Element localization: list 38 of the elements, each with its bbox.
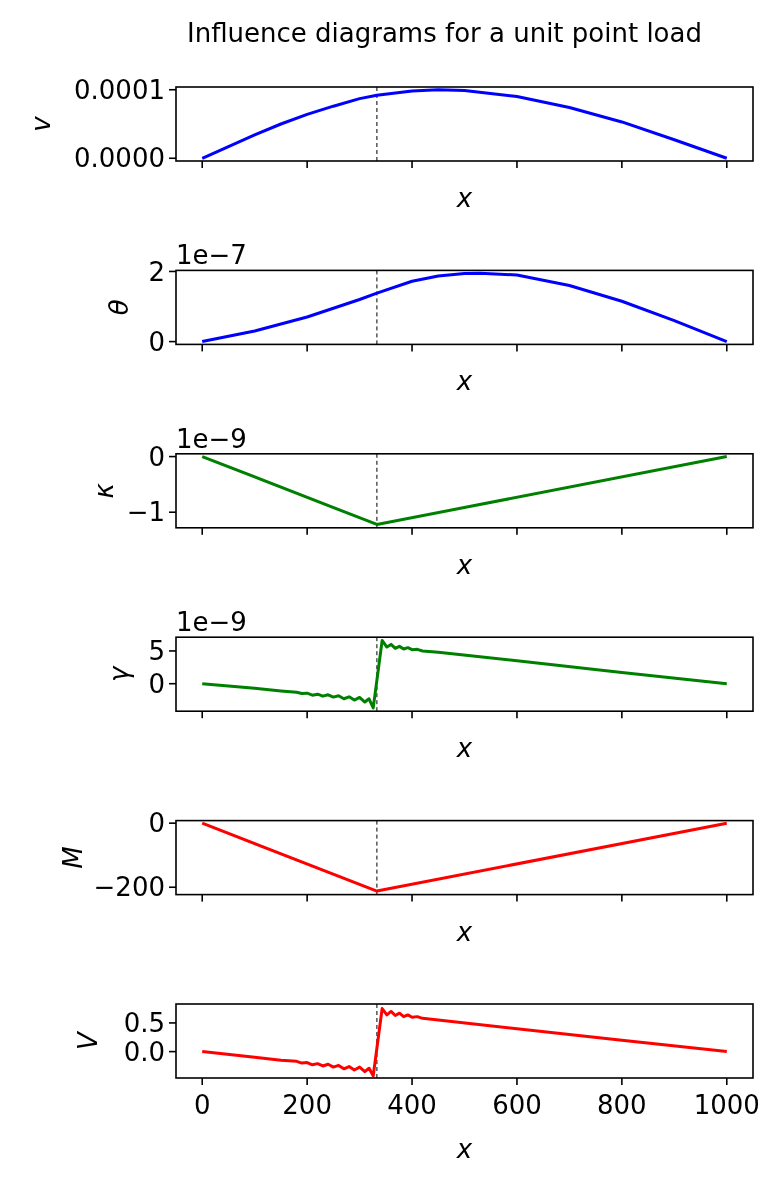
y-tick-label: 0 xyxy=(148,668,165,699)
annotation: 1e−9 xyxy=(176,423,247,454)
x-tick-label: 600 xyxy=(492,1090,542,1120)
x-tick-label: 1000 xyxy=(693,1090,760,1120)
y-tick-label: −1 xyxy=(126,497,165,528)
x-axis-title: x xyxy=(455,733,473,764)
y-tick-label: 0.0 xyxy=(123,1036,165,1067)
x-tick-label: 0 xyxy=(193,1090,211,1120)
y-axis-title: M xyxy=(57,846,88,869)
y-tick-label: 5 xyxy=(148,636,165,667)
y-tick-label: 0.5 xyxy=(123,1008,165,1039)
annotation: 1e−7 xyxy=(176,240,247,271)
line-series xyxy=(200,638,729,710)
y-tick-label: 2 xyxy=(148,256,165,287)
y-tick-label: 0.0000 xyxy=(74,143,165,174)
y-tick-label: 0 xyxy=(148,326,165,357)
y-tick-label: −200 xyxy=(93,872,165,903)
x-axis-title: x xyxy=(455,183,473,213)
chart-title: Influence diagrams for a unit point load xyxy=(187,18,702,48)
x-axis-title: x xyxy=(455,1134,473,1164)
line-series xyxy=(200,1007,729,1078)
x-tick-label: 800 xyxy=(597,1090,647,1120)
x-axis-title: x xyxy=(455,916,473,947)
x-axis-title: x xyxy=(455,549,473,580)
x-tick-label: 400 xyxy=(387,1090,437,1120)
y-axis-title: V xyxy=(73,1029,104,1050)
y-tick-label: 0 xyxy=(148,808,165,839)
line-series xyxy=(200,88,729,160)
line-series xyxy=(200,271,729,344)
y-axis-title: γ xyxy=(104,664,135,682)
x-tick-label: 200 xyxy=(282,1090,332,1120)
y-axis-title: θ xyxy=(104,299,135,316)
y-axis-title: κ xyxy=(88,482,119,499)
y-tick-label: 0.0001 xyxy=(74,74,165,105)
x-axis-title: x xyxy=(455,366,473,397)
annotation: 1e−9 xyxy=(176,607,247,638)
y-tick-label: 0 xyxy=(148,441,165,472)
y-axis-title: v xyxy=(26,115,57,132)
